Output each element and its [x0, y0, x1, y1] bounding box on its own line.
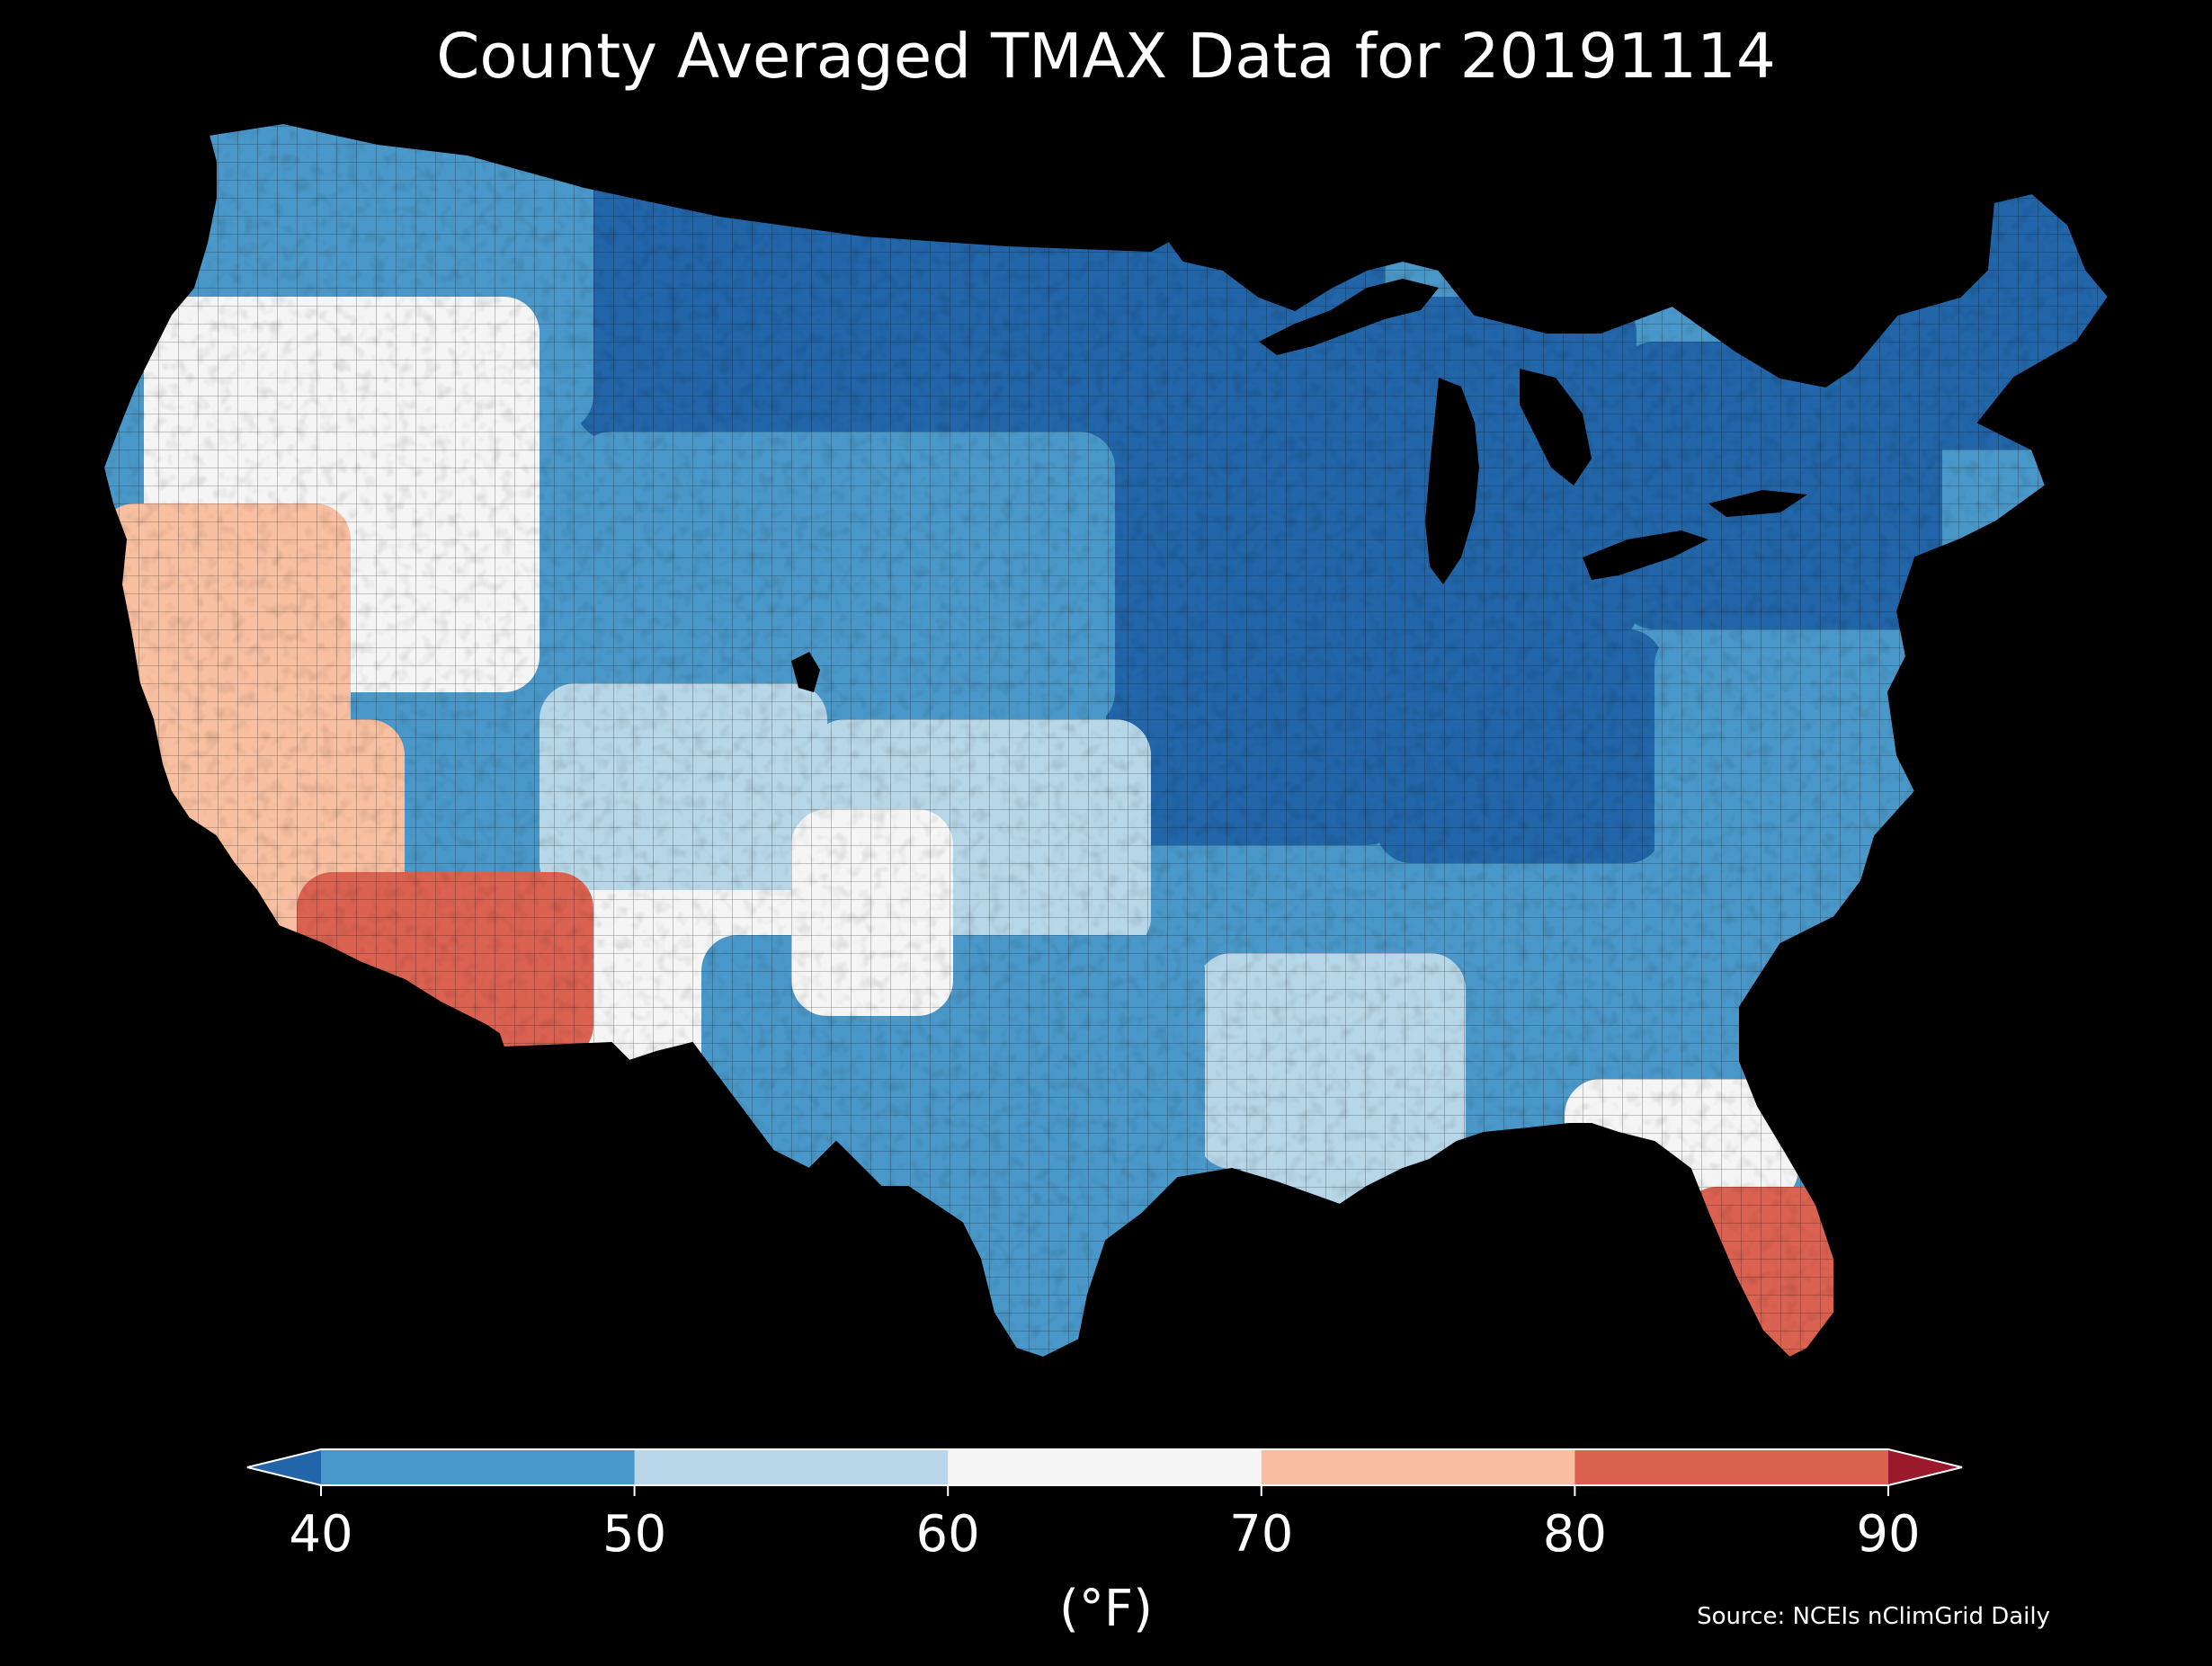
colorbar-segment — [634, 1449, 949, 1485]
colorbar-unit-label: (°F) — [1059, 1580, 1153, 1638]
us-outline — [102, 121, 2110, 1359]
colorbar-segment — [948, 1449, 1262, 1485]
colorbar-over-extension — [1888, 1449, 1962, 1485]
colorbar-segment — [321, 1449, 636, 1485]
colorbar-segment — [1261, 1449, 1575, 1485]
colorbar-segment — [1574, 1449, 1889, 1485]
lake-michigan — [1425, 378, 1479, 584]
colorbar-tick-label: 90 — [1856, 1505, 1921, 1564]
chart-title: County Averaged TMAX Data for 20191114 — [436, 21, 1776, 93]
great-lakes — [791, 279, 1807, 692]
lake-erie — [1583, 530, 1708, 580]
colorbar-tick-label: 40 — [289, 1505, 353, 1564]
colorbar-tick-label: 80 — [1542, 1505, 1608, 1564]
colorbar-under-extension — [247, 1449, 321, 1485]
colorbar-tick-label: 70 — [1229, 1505, 1294, 1564]
colorbar-tick-label: 50 — [602, 1505, 667, 1564]
lake-ontario — [1708, 490, 1807, 517]
colorbar-tick-label: 60 — [915, 1505, 980, 1564]
lake-huron — [1520, 369, 1592, 486]
great-salt-lake — [791, 652, 820, 692]
lake-superior — [1259, 279, 1439, 355]
source-credit: Source: NCEIs nClimGrid Daily — [1697, 1603, 2050, 1630]
colorbar — [246, 1448, 1963, 1496]
